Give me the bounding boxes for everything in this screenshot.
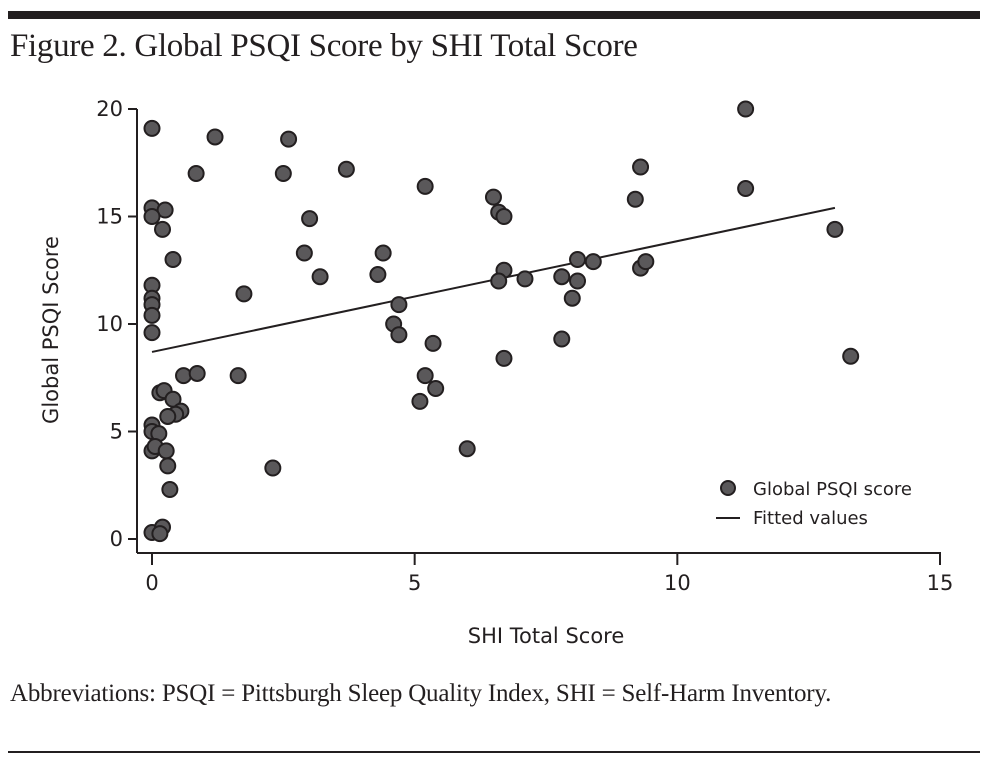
data-point	[151, 525, 169, 543]
data-point	[427, 380, 445, 397]
data-point	[369, 266, 387, 284]
figure-title: Figure 2. Global PSQI Score by SHI Total…	[10, 28, 638, 64]
data-point	[826, 220, 844, 238]
y-tick-label: 20	[96, 97, 123, 121]
data-point	[235, 285, 253, 303]
legend-label-fitted: Fitted values	[753, 508, 868, 529]
data-point	[143, 306, 161, 324]
y-tick-label: 5	[110, 420, 123, 444]
x-tick-label: 0	[145, 571, 158, 595]
data-point	[159, 457, 177, 475]
data-point	[424, 334, 442, 352]
data-point	[416, 367, 434, 385]
y-axis-title: Global PSQI Score	[39, 236, 63, 424]
data-point	[390, 296, 408, 314]
axes: 0 5 10 15 20 0 5 10 15	[96, 97, 953, 595]
data-point	[157, 442, 175, 460]
bottom-rule	[8, 751, 980, 753]
data-point	[187, 165, 205, 182]
data-point	[632, 158, 650, 176]
y-tick-label: 15	[96, 205, 123, 229]
data-point	[842, 347, 860, 365]
data-point	[637, 253, 655, 271]
data-point	[374, 244, 392, 262]
data-point	[143, 324, 161, 342]
x-axis-title: SHI Total Score	[468, 624, 625, 648]
y-tick-label: 10	[96, 312, 123, 336]
data-point	[161, 481, 179, 499]
data-point	[495, 349, 513, 367]
data-point	[458, 440, 476, 458]
data-point	[156, 201, 174, 219]
x-tick-label: 5	[408, 571, 421, 595]
data-point	[411, 392, 429, 410]
data-point	[154, 220, 172, 238]
data-point	[280, 130, 298, 148]
data-point	[569, 251, 587, 268]
data-point	[337, 160, 355, 178]
data-point	[516, 270, 534, 288]
data-point	[584, 253, 602, 271]
data-point	[416, 177, 434, 195]
data-point	[159, 407, 177, 425]
legend-label-points: Global PSQI score	[753, 479, 912, 500]
data-point	[143, 208, 161, 225]
data-point	[490, 272, 508, 290]
data-point	[311, 268, 329, 286]
data-point	[737, 180, 755, 198]
data-point	[229, 367, 247, 385]
data-point	[553, 330, 571, 348]
top-rule	[8, 11, 980, 19]
x-tick-label: 10	[664, 571, 691, 595]
data-point	[569, 272, 587, 290]
abbreviations-note: Abbreviations: PSQI = Pittsburgh Sleep Q…	[10, 680, 832, 707]
data-point	[484, 188, 502, 206]
data-point	[143, 119, 161, 137]
data-point	[175, 367, 193, 385]
data-point	[274, 165, 292, 182]
data-point	[553, 268, 571, 286]
data-point	[737, 100, 755, 118]
points-group	[143, 100, 860, 543]
data-point	[495, 208, 513, 225]
x-tick-label: 15	[927, 571, 954, 595]
y-tick-label: 0	[110, 527, 123, 551]
legend-marker-points	[720, 480, 736, 496]
data-point	[626, 190, 644, 208]
data-point	[563, 289, 581, 307]
data-point	[264, 459, 282, 477]
data-point	[301, 210, 319, 228]
data-point	[164, 251, 182, 268]
data-point	[206, 128, 224, 146]
data-point	[390, 326, 408, 344]
data-point	[295, 244, 313, 262]
data-point	[188, 364, 206, 382]
legend: Global PSQI score Fitted values	[716, 479, 912, 529]
